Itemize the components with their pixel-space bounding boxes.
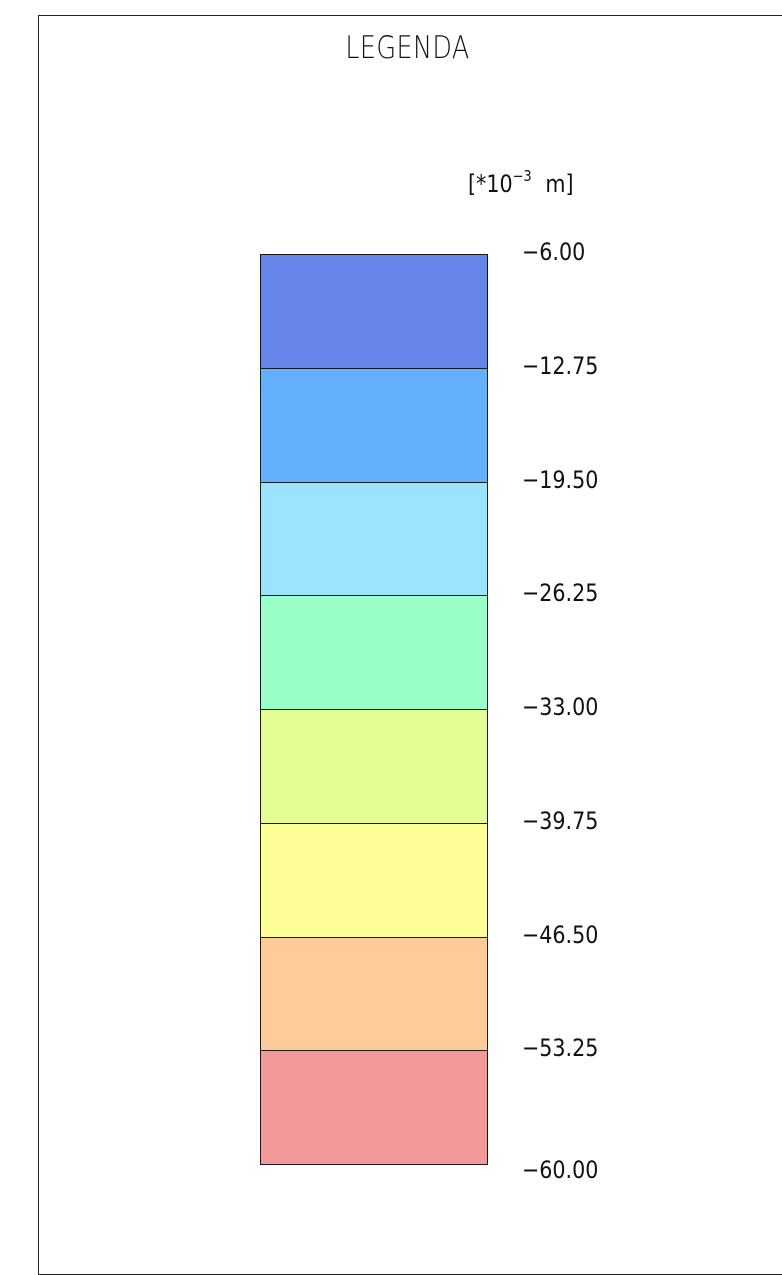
color-band-1 — [260, 254, 488, 369]
scale-value-3: −19.50 — [522, 466, 599, 494]
legend-title: LEGENDA — [345, 30, 470, 66]
unit-prefix: [*10 — [468, 170, 513, 198]
color-band-2 — [260, 368, 488, 483]
scale-value-6: −39.75 — [522, 807, 599, 835]
color-band-8 — [260, 1050, 488, 1165]
unit-label: [*10−3 m] — [468, 167, 574, 198]
scale-value-5: −33.00 — [522, 693, 599, 721]
color-band-5 — [260, 709, 488, 824]
scale-value-4: −26.25 — [522, 579, 599, 607]
color-band-6 — [260, 823, 488, 938]
scale-value-7: −46.50 — [522, 921, 599, 949]
color-band-7 — [260, 937, 488, 1052]
color-band-3 — [260, 482, 488, 597]
color-band-4 — [260, 595, 488, 710]
scale-value-2: −12.75 — [522, 352, 599, 380]
scale-value-1: −6.00 — [522, 238, 586, 266]
scale-value-9: −60.00 — [522, 1156, 599, 1184]
unit-exponent: −3 — [512, 167, 532, 185]
unit-suffix: m] — [545, 170, 574, 198]
scale-value-8: −53.25 — [522, 1034, 599, 1062]
